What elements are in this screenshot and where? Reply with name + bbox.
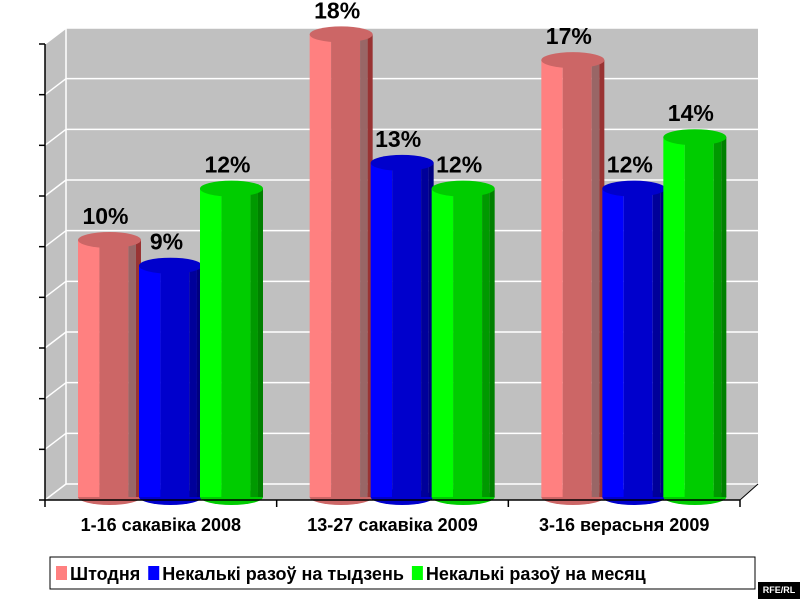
bar-top xyxy=(200,180,263,197)
bar-edge xyxy=(721,137,727,497)
bar-highlight xyxy=(309,34,332,498)
bar-highlight xyxy=(663,137,685,497)
legend-label: Некалькі разоў на месяц xyxy=(426,564,646,584)
bar-highlight xyxy=(602,188,624,497)
side-gridline xyxy=(44,179,67,197)
legend-swatch xyxy=(148,566,160,580)
legend-label: Штодня xyxy=(70,564,140,584)
data-label: 12% xyxy=(204,152,250,178)
data-label: 13% xyxy=(375,126,421,152)
bar-3-1 xyxy=(200,180,263,505)
bar-top xyxy=(370,154,434,171)
bar-2-2 xyxy=(370,154,434,505)
side-gridline xyxy=(44,280,67,298)
side-wall xyxy=(45,28,66,500)
bar-shade xyxy=(421,162,429,497)
bar-body xyxy=(99,240,129,497)
category-label: 3-16 верасьня 2009 xyxy=(539,515,709,535)
bar-top xyxy=(139,257,202,274)
legend-box xyxy=(49,556,756,590)
bar-top xyxy=(78,232,141,248)
legend-label: Некалькі разоў на тыдзень xyxy=(162,564,404,584)
bar-body xyxy=(453,188,483,497)
rferl-watermark: RFE/RL xyxy=(758,582,800,599)
data-label: 14% xyxy=(668,100,714,126)
bar-1-3 xyxy=(541,52,605,505)
bar-2-1 xyxy=(139,257,202,505)
bar-shade xyxy=(482,188,490,497)
bar-2-3 xyxy=(602,180,666,505)
bar-edge xyxy=(367,34,373,498)
legend: Штодня Некалькі разоў на тыдзень Некалькі … xyxy=(49,556,756,590)
side-gridline xyxy=(44,27,67,45)
bar-shade xyxy=(250,188,258,497)
bar-shade xyxy=(360,34,368,498)
bar-body xyxy=(623,188,653,497)
bar-shade xyxy=(713,137,722,497)
data-label: 17% xyxy=(546,23,592,49)
bar-shade xyxy=(128,240,136,497)
bar-edge xyxy=(660,188,666,497)
floor-edge xyxy=(739,483,759,501)
bar-edge xyxy=(599,60,605,497)
bar-highlight xyxy=(431,188,454,497)
bar-top xyxy=(541,52,605,69)
bar-highlight xyxy=(78,240,100,497)
bar-highlight xyxy=(200,188,222,497)
bar-edge xyxy=(489,188,495,497)
bar-top xyxy=(602,180,666,197)
bar-body xyxy=(331,34,361,498)
bar-3-3 xyxy=(663,129,727,505)
data-label: 18% xyxy=(314,0,360,23)
bar-edge xyxy=(428,162,434,497)
side-gridline xyxy=(44,382,67,400)
side-gridline xyxy=(44,483,67,501)
bar-top xyxy=(431,180,495,197)
bar-highlight xyxy=(370,162,393,497)
bar-body xyxy=(221,188,251,497)
bar-body xyxy=(160,265,190,497)
bar-top xyxy=(309,26,373,43)
category-label: 1-16 сакавіка 2008 xyxy=(81,515,241,535)
bar-3-2 xyxy=(431,180,495,505)
bar-body xyxy=(562,60,592,497)
side-gridline xyxy=(44,331,67,349)
side-gridline xyxy=(44,432,67,450)
bar-top xyxy=(663,129,727,146)
bar-1-1 xyxy=(78,232,141,505)
side-gridline xyxy=(44,128,67,146)
data-label: 10% xyxy=(82,203,128,229)
bar-body xyxy=(392,162,422,497)
bar-shade xyxy=(189,265,197,497)
bar-shade xyxy=(591,60,600,497)
bar-1-2 xyxy=(309,26,373,505)
bar-body xyxy=(684,137,714,497)
bar-shade xyxy=(652,188,661,497)
bar-edge xyxy=(257,188,263,497)
side-gridline xyxy=(44,78,67,96)
legend-swatch xyxy=(56,566,67,580)
category-label: 13-27 сакавіка 2009 xyxy=(307,515,477,535)
data-label: 12% xyxy=(607,152,653,178)
bar-edge xyxy=(196,265,202,497)
bar-edge xyxy=(135,240,141,497)
bar-highlight xyxy=(139,265,161,497)
bar-highlight xyxy=(541,60,563,497)
legend-swatch xyxy=(411,566,423,580)
side-gridline xyxy=(44,230,67,248)
data-label: 12% xyxy=(436,152,482,178)
data-label: 9% xyxy=(150,229,183,255)
